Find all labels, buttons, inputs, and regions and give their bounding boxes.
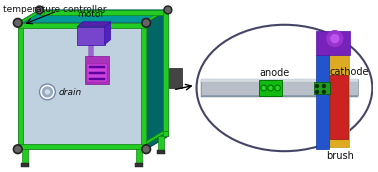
Circle shape	[164, 6, 172, 14]
Circle shape	[143, 20, 149, 26]
Text: anode: anode	[260, 68, 290, 78]
Circle shape	[37, 8, 42, 12]
Circle shape	[316, 90, 319, 93]
Polygon shape	[316, 31, 350, 55]
Circle shape	[40, 84, 55, 100]
Text: motor: motor	[77, 10, 104, 19]
Polygon shape	[141, 10, 168, 23]
Circle shape	[268, 85, 273, 91]
Polygon shape	[89, 78, 105, 80]
Polygon shape	[77, 22, 111, 27]
Polygon shape	[18, 144, 146, 149]
Circle shape	[36, 6, 43, 14]
Circle shape	[45, 90, 50, 94]
Polygon shape	[89, 66, 105, 68]
Polygon shape	[18, 23, 146, 149]
Polygon shape	[314, 82, 330, 94]
Circle shape	[166, 8, 170, 12]
Circle shape	[15, 20, 20, 26]
Circle shape	[142, 145, 150, 154]
Text: drain: drain	[58, 88, 82, 97]
Polygon shape	[141, 131, 168, 144]
Polygon shape	[22, 149, 28, 165]
Polygon shape	[136, 149, 142, 165]
Polygon shape	[201, 81, 358, 97]
Polygon shape	[316, 55, 329, 149]
Polygon shape	[330, 75, 348, 139]
Circle shape	[13, 145, 22, 154]
Circle shape	[261, 85, 266, 91]
Polygon shape	[21, 163, 29, 167]
Circle shape	[327, 31, 343, 46]
Polygon shape	[259, 80, 282, 96]
Circle shape	[331, 35, 339, 42]
Circle shape	[142, 18, 150, 27]
Polygon shape	[135, 163, 143, 167]
Polygon shape	[169, 68, 182, 88]
Polygon shape	[329, 46, 349, 147]
Text: temperature controller: temperature controller	[3, 5, 107, 14]
Polygon shape	[201, 79, 358, 82]
Polygon shape	[18, 10, 45, 23]
Polygon shape	[158, 136, 164, 152]
Circle shape	[13, 18, 22, 27]
Circle shape	[262, 87, 265, 89]
Polygon shape	[163, 10, 168, 136]
Polygon shape	[40, 10, 45, 15]
Polygon shape	[18, 23, 23, 149]
Circle shape	[15, 146, 20, 152]
Text: cathode: cathode	[330, 67, 369, 77]
Polygon shape	[18, 10, 168, 23]
Polygon shape	[23, 28, 141, 144]
Circle shape	[275, 85, 280, 91]
Circle shape	[42, 87, 52, 97]
Polygon shape	[141, 23, 146, 149]
Polygon shape	[18, 23, 146, 28]
Ellipse shape	[197, 25, 372, 151]
Polygon shape	[89, 72, 105, 74]
Polygon shape	[157, 150, 165, 154]
Circle shape	[322, 84, 325, 88]
Circle shape	[269, 87, 272, 89]
Polygon shape	[141, 131, 168, 144]
Circle shape	[276, 87, 279, 89]
Circle shape	[322, 90, 325, 93]
Circle shape	[316, 84, 319, 88]
Polygon shape	[201, 79, 358, 95]
Polygon shape	[77, 27, 105, 45]
Polygon shape	[87, 64, 107, 82]
Polygon shape	[40, 10, 168, 15]
Polygon shape	[105, 22, 111, 45]
Text: brush: brush	[326, 151, 354, 161]
Circle shape	[143, 146, 149, 152]
Polygon shape	[163, 131, 168, 136]
Polygon shape	[85, 56, 108, 84]
Polygon shape	[146, 10, 168, 149]
